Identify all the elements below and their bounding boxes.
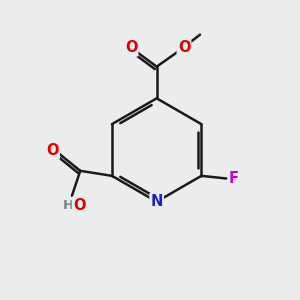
Text: N: N [151,194,163,209]
Text: O: O [178,40,190,56]
Text: O: O [73,198,85,213]
Text: H: H [63,199,74,212]
Text: O: O [46,143,59,158]
Text: F: F [229,171,239,186]
Text: O: O [125,40,137,56]
